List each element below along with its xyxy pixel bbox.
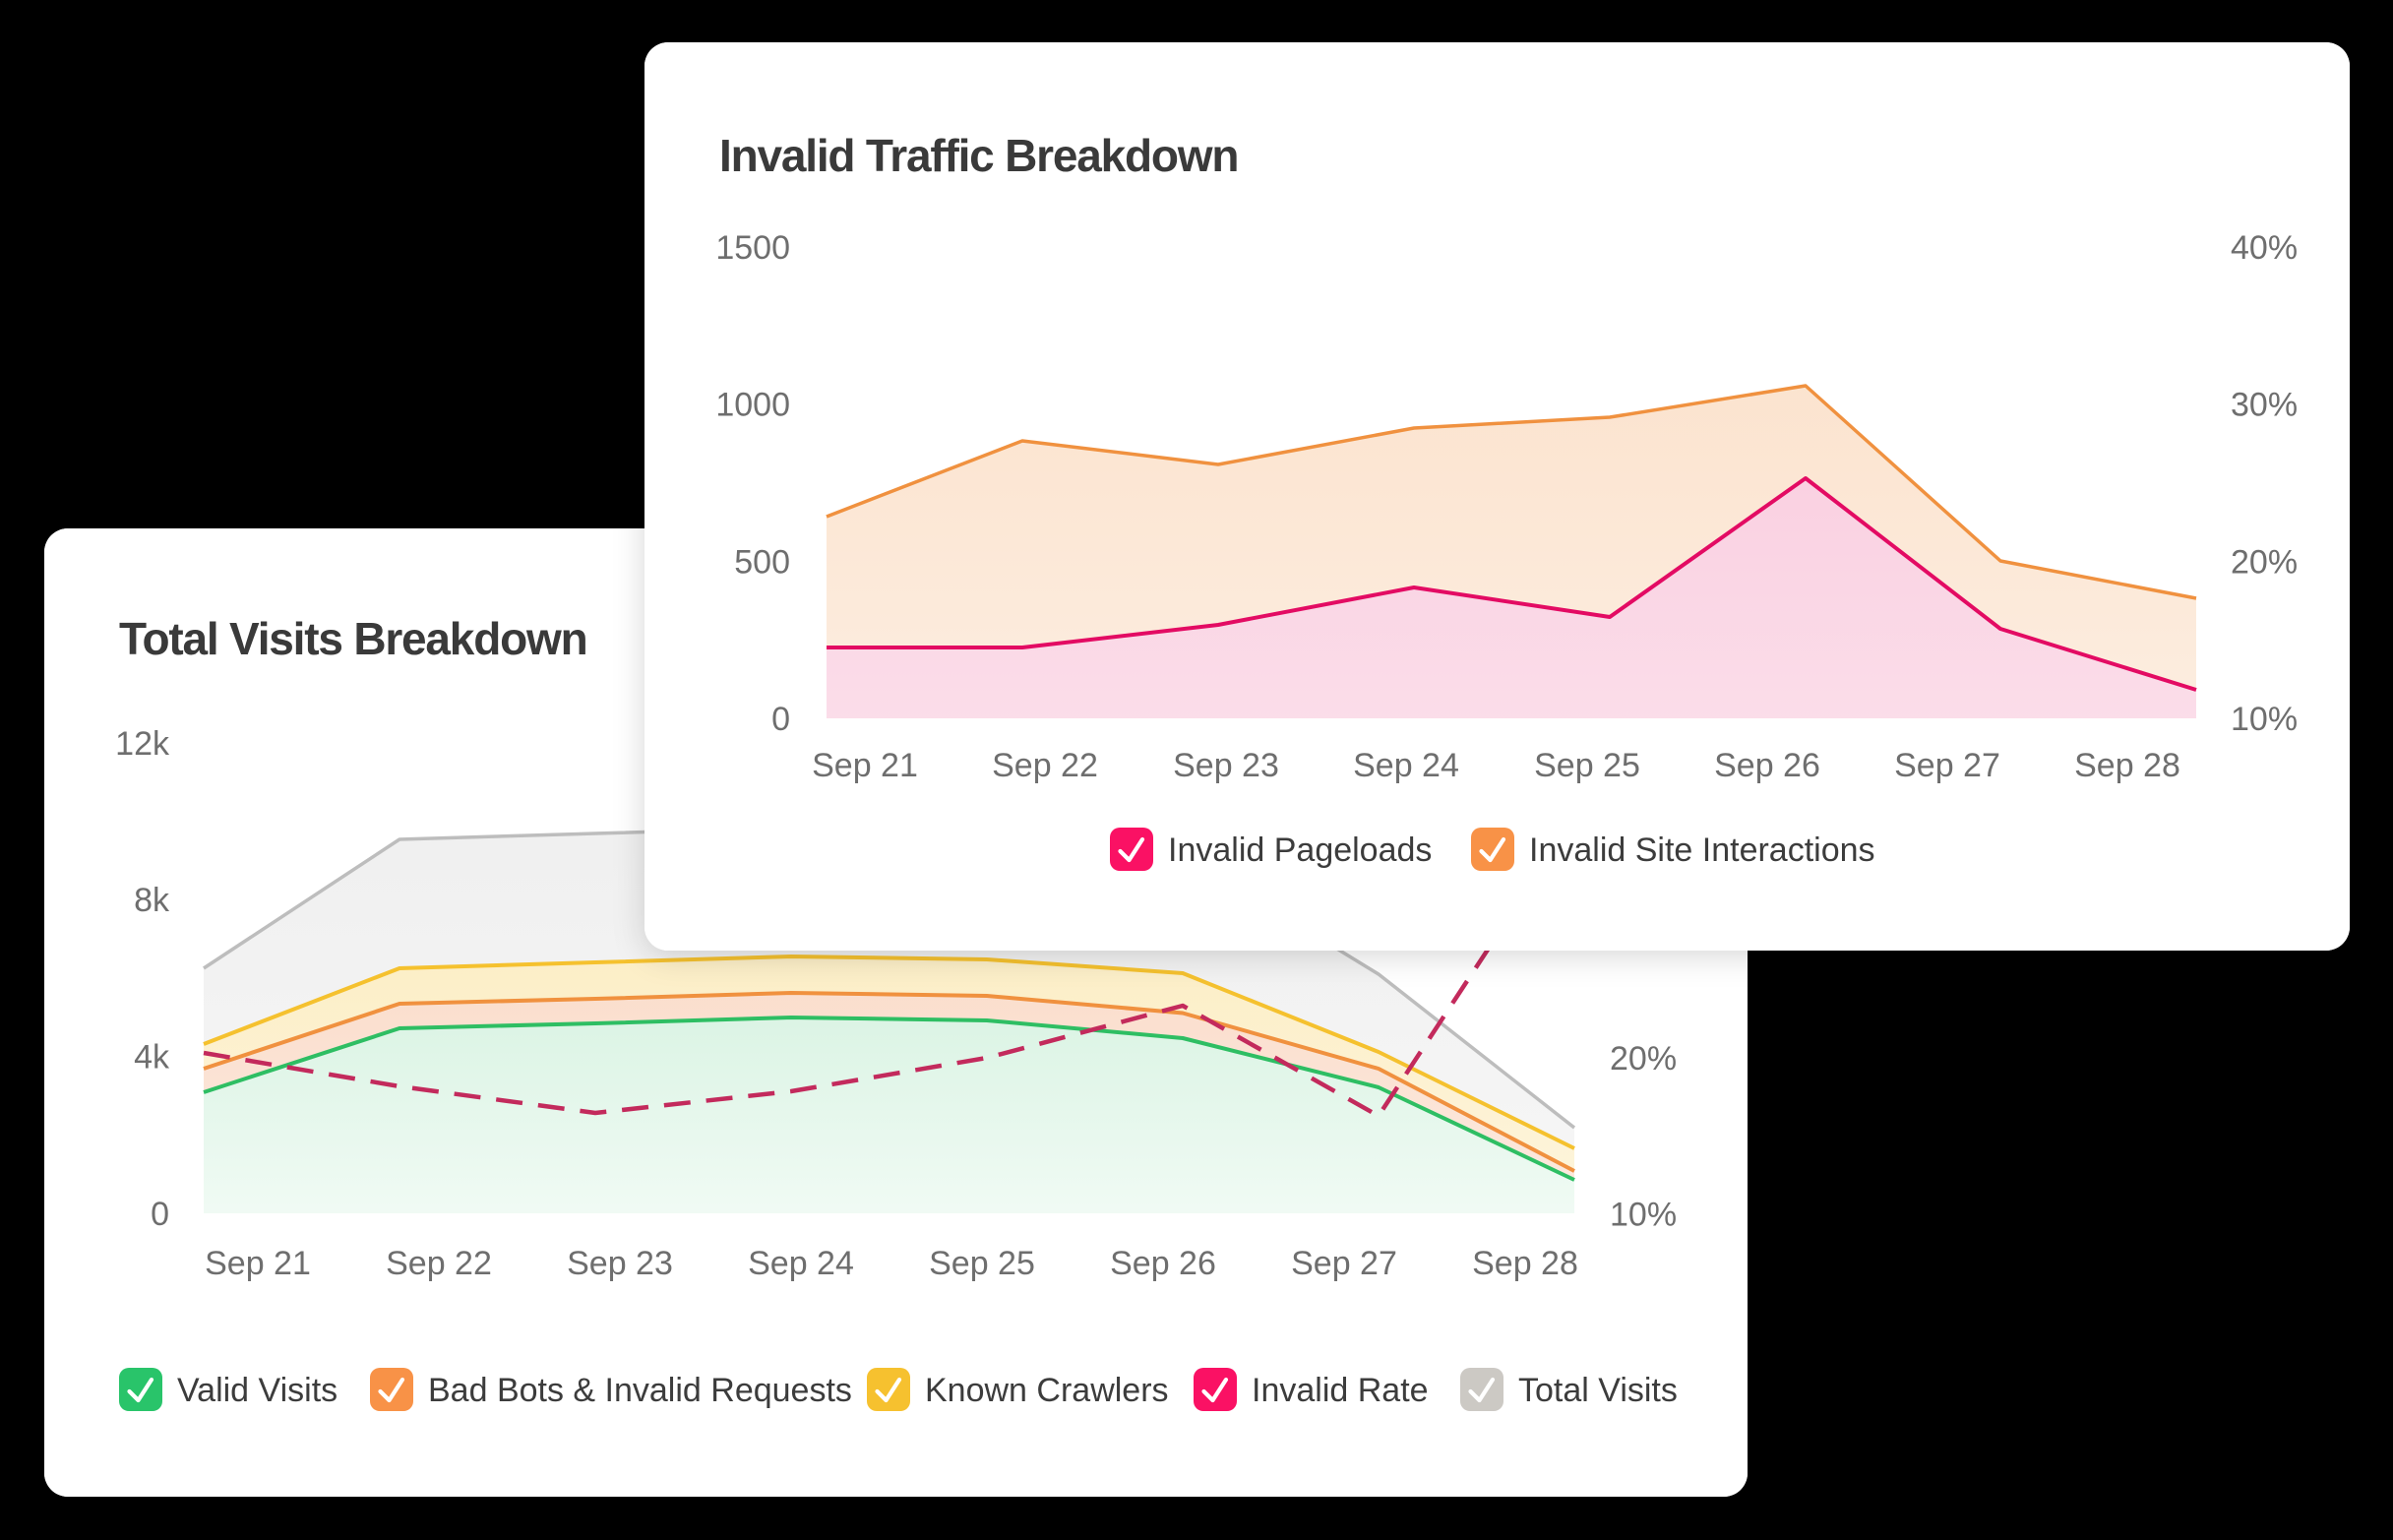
svg-text:Sep 26: Sep 26 bbox=[1714, 747, 1820, 784]
svg-text:0: 0 bbox=[771, 701, 790, 738]
svg-text:10%: 10% bbox=[1610, 1197, 1677, 1234]
svg-text:0: 0 bbox=[151, 1196, 169, 1233]
svg-text:Sep 27: Sep 27 bbox=[1291, 1245, 1397, 1282]
svg-text:20%: 20% bbox=[2231, 543, 2298, 581]
svg-text:8k: 8k bbox=[134, 882, 170, 919]
svg-text:Sep 25: Sep 25 bbox=[1534, 747, 1640, 784]
svg-text:Sep 24: Sep 24 bbox=[748, 1245, 854, 1282]
svg-text:10%: 10% bbox=[2231, 701, 2298, 738]
svg-text:Total Visits Breakdown: Total Visits Breakdown bbox=[119, 613, 586, 664]
svg-text:4k: 4k bbox=[134, 1039, 170, 1077]
svg-text:1000: 1000 bbox=[715, 387, 790, 424]
svg-text:Sep 28: Sep 28 bbox=[2074, 747, 2180, 784]
svg-text:Sep 25: Sep 25 bbox=[929, 1245, 1035, 1282]
svg-text:1500: 1500 bbox=[715, 229, 790, 267]
svg-text:Sep 22: Sep 22 bbox=[386, 1245, 492, 1282]
svg-text:Sep 23: Sep 23 bbox=[567, 1245, 673, 1282]
svg-text:Sep 21: Sep 21 bbox=[205, 1245, 311, 1282]
svg-text:Invalid Rate: Invalid Rate bbox=[1252, 1372, 1429, 1409]
svg-text:Sep 27: Sep 27 bbox=[1894, 747, 2000, 784]
svg-text:12k: 12k bbox=[115, 725, 170, 763]
svg-text:Invalid Traffic Breakdown: Invalid Traffic Breakdown bbox=[719, 130, 1238, 181]
svg-text:Sep 26: Sep 26 bbox=[1110, 1245, 1216, 1282]
svg-text:Sep 24: Sep 24 bbox=[1353, 747, 1459, 784]
svg-text:Sep 21: Sep 21 bbox=[812, 747, 918, 784]
svg-text:500: 500 bbox=[734, 543, 790, 581]
svg-text:Total Visits: Total Visits bbox=[1518, 1372, 1678, 1409]
svg-text:Known Crawlers: Known Crawlers bbox=[925, 1372, 1169, 1409]
svg-text:Invalid Pageloads: Invalid Pageloads bbox=[1168, 832, 1432, 869]
svg-text:Sep 22: Sep 22 bbox=[992, 747, 1098, 784]
svg-text:Invalid Site Interactions: Invalid Site Interactions bbox=[1529, 832, 1875, 869]
svg-text:Sep 28: Sep 28 bbox=[1472, 1245, 1578, 1282]
svg-text:Bad Bots & Invalid Requests: Bad Bots & Invalid Requests bbox=[428, 1372, 852, 1409]
svg-text:40%: 40% bbox=[2231, 229, 2298, 267]
svg-text:20%: 20% bbox=[1610, 1040, 1677, 1078]
svg-text:Sep 23: Sep 23 bbox=[1173, 747, 1279, 784]
svg-text:Valid Visits: Valid Visits bbox=[177, 1372, 337, 1409]
svg-text:30%: 30% bbox=[2231, 387, 2298, 424]
